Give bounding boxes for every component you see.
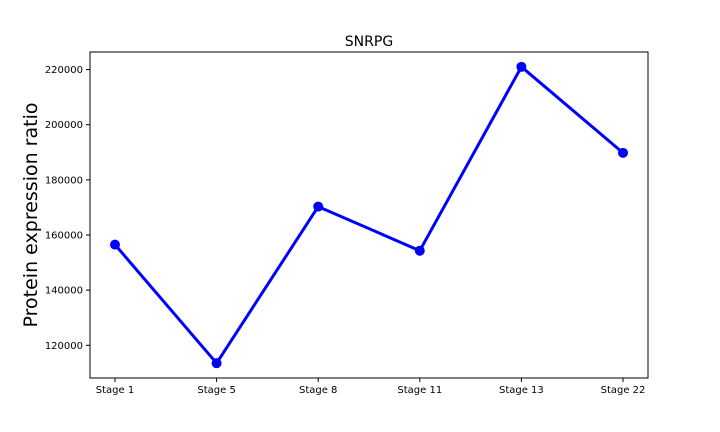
y-tick-label: 140000: [45, 286, 83, 297]
chart-title: SNRPG: [345, 34, 393, 50]
data-point: [211, 358, 222, 369]
y-tick-label: 160000: [45, 230, 83, 241]
x-tick-label: Stage 8: [299, 385, 337, 396]
data-point: [414, 245, 425, 256]
x-tick-label: Stage 13: [499, 385, 544, 396]
x-axis: Stage 1 Stage 5 Stage 8 Stage 11 Stage 13 Sta…: [96, 378, 646, 396]
data-point: [516, 61, 527, 72]
y-tick-label: 180000: [45, 175, 83, 186]
y-axis-label: Protein expression ratio: [20, 103, 42, 328]
data-point: [110, 239, 120, 250]
y-tick-label: 200000: [45, 120, 83, 131]
x-tick-label: Stage 5: [197, 385, 235, 396]
data-point: [313, 201, 324, 212]
x-tick-label: Stage 1: [96, 385, 134, 396]
plot-area: [89, 51, 649, 379]
y-tick-label: 120000: [45, 341, 83, 352]
x-tick-label: Stage 22: [601, 385, 646, 396]
y-tick-label: 220000: [45, 65, 83, 76]
data-point: [618, 147, 628, 158]
x-tick-label: Stage 11: [397, 385, 442, 396]
y-axis: 120000 140000 160000 180000 200000 220000: [45, 65, 90, 352]
series-line: [113, 65, 624, 365]
series-group: [110, 61, 628, 369]
